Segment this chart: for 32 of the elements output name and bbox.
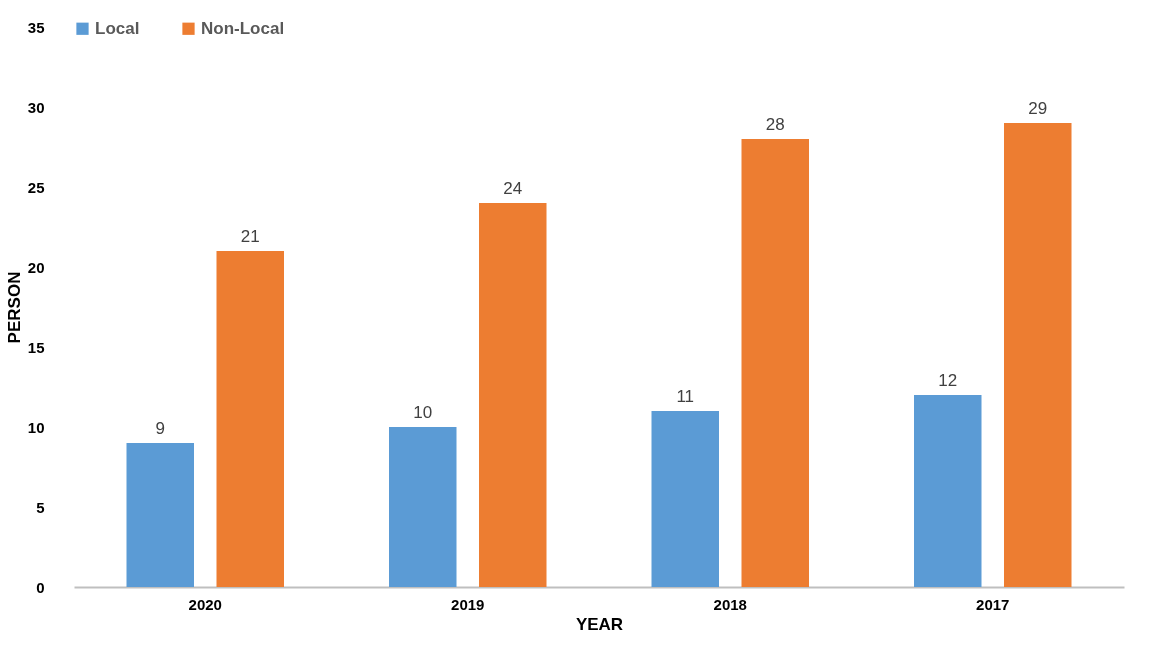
bar (1004, 123, 1072, 587)
bar (651, 411, 719, 587)
data-label: 28 (765, 115, 785, 134)
y-tick-label: 5 (36, 498, 45, 516)
bar (914, 395, 982, 587)
bar (126, 443, 194, 587)
bar (216, 251, 284, 587)
data-label: 11 (676, 387, 695, 406)
y-tick-label: 20 (27, 258, 45, 276)
y-tick-label: 30 (27, 98, 45, 116)
x-axis-title: YEAR (575, 614, 624, 634)
data-label: 21 (240, 227, 260, 246)
data-label: 10 (413, 403, 433, 422)
bar (389, 427, 457, 587)
x-tick-label: 2018 (713, 595, 747, 613)
data-label: 9 (155, 419, 165, 438)
bar (741, 139, 809, 587)
data-label: 12 (938, 371, 958, 390)
x-tick-label: 2019 (451, 595, 485, 613)
data-label: 24 (503, 179, 523, 198)
data-label: 29 (1028, 99, 1048, 118)
y-tick-label: 10 (27, 418, 45, 436)
y-axis-title: PERSON (4, 271, 24, 344)
legend-label: Local (95, 18, 140, 38)
y-tick-label: 0 (36, 578, 45, 596)
y-tick-label: 35 (27, 18, 45, 36)
y-tick-label: 15 (27, 338, 45, 356)
legend-label: Non-Local (201, 18, 285, 38)
y-tick-label: 25 (27, 178, 45, 196)
x-tick-label: 2020 (188, 595, 222, 613)
bar (479, 203, 547, 587)
x-tick-label: 2017 (976, 595, 1010, 613)
